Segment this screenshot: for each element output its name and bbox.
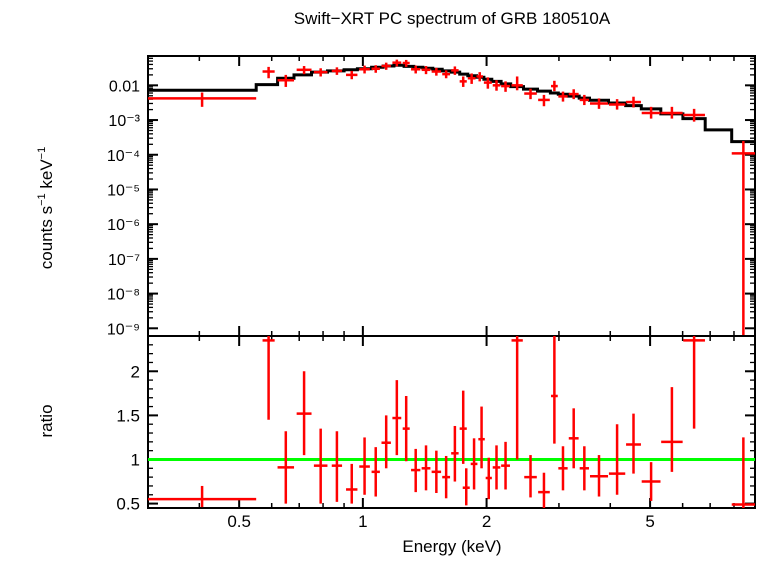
spectrum-y-tick-label: 10⁻⁹: [107, 321, 140, 338]
ratio-frame: [147, 335, 756, 509]
ratio-panel: 0.5 1 2 5 0.5 1 1.5 2: [116, 335, 756, 531]
spectrum-y-tick-label: 0.01: [109, 78, 140, 95]
x-tick-label: 1: [358, 512, 367, 531]
x-tick-label: 0.5: [227, 512, 251, 531]
ratio-y-tick-label: 0.5: [116, 495, 140, 514]
spectrum-y-tick-label: 10⁻⁸: [107, 287, 140, 304]
ratio-y-axis-label: ratio: [37, 404, 56, 437]
ratio-y-tick-label: 1.5: [116, 406, 140, 425]
x-tick-label: 2: [482, 512, 491, 531]
spectrum-y-axis-label: counts s−1 keV−1: [36, 147, 56, 269]
chart-title: Swift−XRT PC spectrum of GRB 180510A: [294, 9, 611, 28]
spectrum-y-tick-label: 10⁻³: [108, 113, 140, 130]
spectrum-panel: 0.01 10⁻³ 10⁻⁴ 10⁻⁵ 10⁻⁶ 10⁻⁷ 10⁻⁸ 10⁻⁹: [107, 55, 756, 338]
x-axis-label: Energy (keV): [402, 537, 501, 556]
spectrum-y-tick-label: 10⁻⁴: [107, 148, 140, 165]
spectrum-y-tick-label: 10⁻⁶: [107, 217, 140, 234]
spectrum-y-tick-label: 10⁻⁵: [107, 182, 140, 199]
ratio-y-tick-label: 1: [131, 450, 140, 469]
ratio-y-tick-label: 2: [131, 362, 140, 381]
spectrum-y-tick-label: 10⁻⁷: [108, 252, 140, 269]
x-tick-label: 5: [645, 512, 654, 531]
